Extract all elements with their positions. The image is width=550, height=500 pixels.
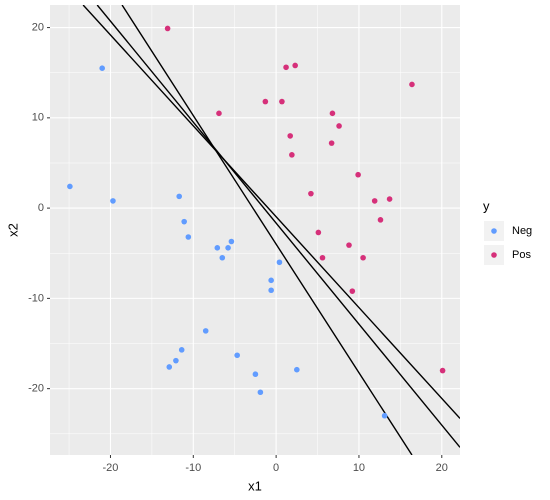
point <box>268 287 274 294</box>
point <box>219 254 226 261</box>
x-tick-label: -10 <box>185 462 201 474</box>
point <box>279 98 285 105</box>
point <box>178 347 185 353</box>
lines <box>82 5 460 455</box>
x-tick-label: -20 <box>103 462 119 474</box>
point <box>214 245 221 251</box>
y-tick-label: -10 <box>28 292 44 304</box>
point <box>355 171 361 178</box>
point <box>176 193 183 200</box>
x-axis-title: x1 <box>248 478 262 493</box>
point <box>173 357 179 364</box>
y-tick-label: 0 <box>38 202 44 214</box>
line <box>121 5 413 455</box>
point <box>292 62 298 69</box>
point <box>336 123 342 129</box>
point <box>283 64 289 71</box>
point <box>349 288 356 294</box>
point <box>346 242 352 248</box>
x-tick-label: 10 <box>353 462 365 474</box>
point <box>294 366 300 373</box>
point <box>99 65 105 71</box>
point <box>181 218 187 225</box>
y-tick-label: -20 <box>28 383 44 395</box>
point <box>377 217 384 223</box>
point <box>289 152 295 158</box>
point <box>164 25 171 32</box>
point <box>308 190 314 197</box>
point <box>216 110 222 117</box>
point <box>328 140 335 146</box>
point <box>439 367 446 374</box>
point <box>386 196 393 202</box>
point <box>185 234 192 240</box>
point <box>287 133 294 139</box>
point <box>409 81 415 88</box>
legend-title: y <box>483 198 490 213</box>
point <box>252 371 259 378</box>
point <box>329 110 336 117</box>
line <box>82 5 460 419</box>
point <box>262 98 269 105</box>
y-tick-label: 20 <box>32 21 44 33</box>
point <box>371 198 378 204</box>
point <box>166 364 173 370</box>
x-tick-label: 20 <box>436 462 448 474</box>
legend-marker <box>491 252 497 258</box>
point <box>276 259 283 266</box>
y-axis-title: x2 <box>5 223 20 237</box>
panel <box>50 5 460 455</box>
point <box>110 198 116 204</box>
point <box>234 352 240 359</box>
x-tick-label: 0 <box>273 462 279 474</box>
point <box>315 229 322 236</box>
point <box>67 183 73 190</box>
point <box>319 254 326 261</box>
points <box>67 25 446 419</box>
point <box>381 412 388 419</box>
y-tick-label: 10 <box>32 112 44 124</box>
grid <box>50 5 460 455</box>
legend-label: Pos <box>512 249 531 261</box>
point <box>225 245 231 251</box>
legend-label: Neg <box>512 225 532 237</box>
point <box>360 254 366 261</box>
point <box>202 328 209 334</box>
point <box>257 389 264 396</box>
legend-marker <box>491 228 497 234</box>
point <box>268 277 274 284</box>
point <box>228 238 235 245</box>
line <box>96 5 460 448</box>
